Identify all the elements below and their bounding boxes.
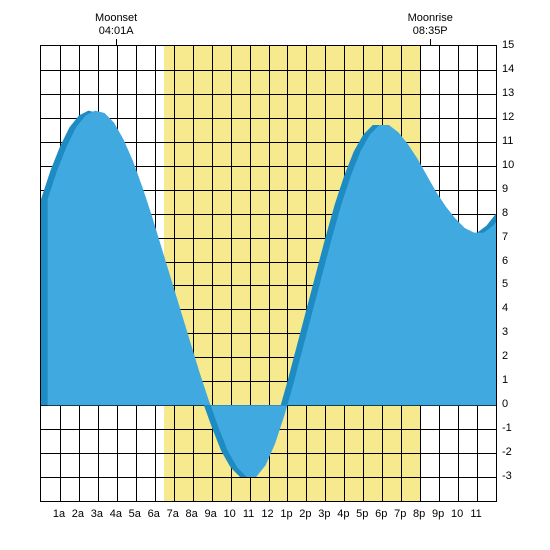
y-tick-label: 1 [502,374,508,386]
x-tick-label: 8p [413,508,425,520]
x-tick-label: 3a [91,508,103,520]
x-tick-label: 6p [375,508,387,520]
x-tick-label: 11 [470,508,481,520]
y-tick-label: 9 [502,183,508,195]
x-tick-label: 2a [72,508,84,520]
tide-area [41,46,496,501]
x-tick-label: 4p [337,508,349,520]
moon-event-tick [430,39,431,45]
y-tick-label: 11 [502,135,513,147]
x-tick-label: 3p [318,508,330,520]
tide-fill-front [48,111,496,477]
x-tick-label: 5a [129,508,141,520]
moon-event-tick [116,39,117,45]
x-tick-label: 12 [261,508,273,520]
moon-event-time: 04:01A [95,25,137,38]
y-tick-label: 5 [502,278,508,290]
x-tick-label: 5p [356,508,368,520]
y-tick-label: -1 [502,422,512,434]
x-tick-label: 6a [148,508,160,520]
x-tick-label: 4a [110,508,122,520]
x-tick-label: 1a [53,508,65,520]
y-tick-label: 12 [502,111,514,123]
y-tick-label: 10 [502,159,514,171]
y-tick-label: 4 [502,302,508,314]
y-tick-label: 8 [502,207,508,219]
moon-event: Moonset04:01A [95,12,137,38]
y-tick-label: -2 [502,446,512,458]
x-tick-label: 7a [167,508,179,520]
y-tick-label: -3 [502,470,512,482]
moon-event: Moonrise08:35P [408,12,453,38]
x-tick-label: 9a [205,508,217,520]
y-tick-label: 14 [502,63,514,75]
y-tick-label: 3 [502,326,508,338]
y-tick-label: 0 [502,398,508,410]
x-tick-label: 2p [299,508,311,520]
x-tick-label: 10 [223,508,235,520]
tide-chart: 1a2a3a4a5a6a7a8a9a1011121p2p3p4p5p6p7p8p… [10,10,540,540]
y-tick-label: 13 [502,87,514,99]
y-tick-label: 6 [502,255,508,267]
y-tick-label: 2 [502,350,508,362]
x-tick-label: 7p [394,508,406,520]
y-tick-label: 7 [502,231,508,243]
moon-event-time: 08:35P [408,25,453,38]
x-tick-label: 11 [243,508,254,520]
x-tick-label: 10 [451,508,463,520]
x-tick-label: 1p [280,508,292,520]
plot-area [40,45,497,502]
moon-event-name: Moonrise [408,12,453,25]
moon-event-name: Moonset [95,12,137,25]
x-tick-label: 9p [432,508,444,520]
y-tick-label: 15 [502,39,514,51]
x-tick-label: 8a [186,508,198,520]
